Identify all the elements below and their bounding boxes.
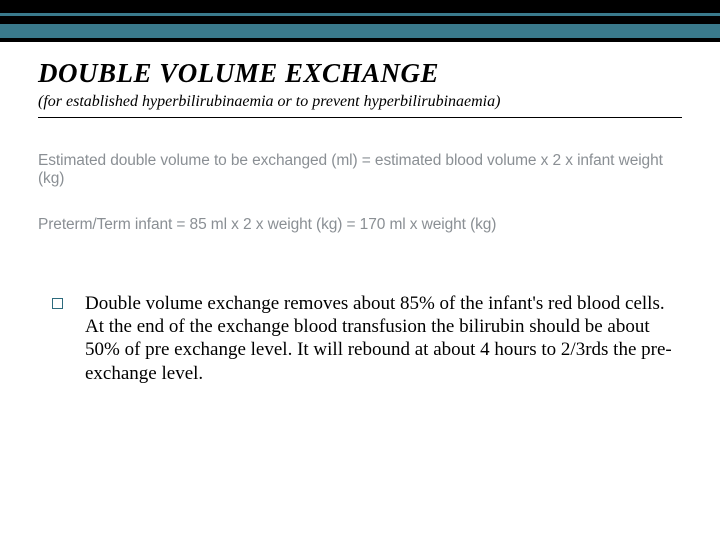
slide-subtitle: (for established hyperbilirubinaemia or … — [38, 93, 682, 111]
slide-content: DOUBLE VOLUME EXCHANGE (for established … — [0, 42, 720, 385]
slide-title: DOUBLE VOLUME EXCHANGE — [38, 58, 682, 89]
formula-line-1: Estimated double volume to be exchanged … — [38, 152, 682, 188]
slide-top-band — [0, 0, 720, 42]
bullet-item: Double volume exchange removes about 85%… — [38, 292, 682, 385]
title-underline — [38, 117, 682, 118]
bullet-text: Double volume exchange removes about 85%… — [85, 292, 672, 385]
formula-line-2: Preterm/Term infant = 85 ml x 2 x weight… — [38, 216, 682, 234]
square-bullet-icon — [52, 298, 63, 309]
